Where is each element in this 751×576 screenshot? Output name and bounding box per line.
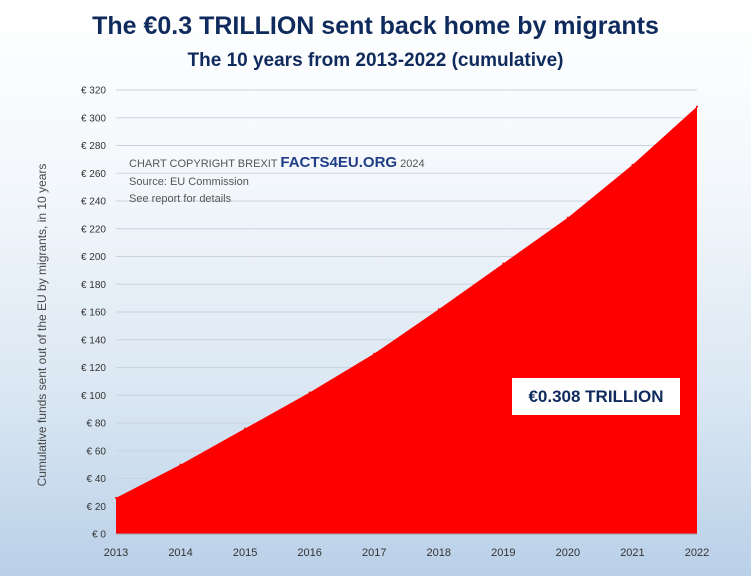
area-series [116,106,697,535]
chart-subtitle: The 10 years from 2013-2022 (cumulative) [187,50,564,71]
y-tick-label: € 200 [81,252,106,263]
y-tick-label: € 140 [81,335,106,346]
source-note: Source: EU Commission [129,176,249,188]
data-point [437,308,440,311]
y-tick-label: € 120 [81,363,106,374]
x-tick-label: 2020 [556,547,580,559]
data-point [244,427,247,430]
brand-name: FACTS4EU.ORG [280,154,398,171]
x-tick-label: 2014 [168,547,192,559]
y-tick-label: € 180 [81,280,106,291]
y-tick-label: € 100 [81,391,106,402]
y-tick-label: € 60 [87,446,107,457]
y-tick-label: € 80 [87,419,107,430]
y-tick-label: € 260 [81,169,106,180]
y-tick-label: € 220 [81,224,106,235]
x-tick-label: 2021 [620,547,644,559]
data-point [631,163,634,166]
data-point [566,216,569,219]
y-axis-label: Cumulative funds sent out of the EU by m… [35,163,49,487]
x-tick-label: 2018 [427,547,451,559]
x-tick-label: 2016 [297,547,321,559]
data-point [115,496,117,499]
report-note: See report for details [129,193,232,205]
x-tick-label: 2019 [491,547,515,559]
copyright-notice: CHART COPYRIGHT BREXIT FACTS4EU.ORG 2024 [129,154,425,171]
y-tick-label: € 0 [92,530,106,541]
x-tick-label: 2015 [233,547,257,559]
data-point [179,463,182,466]
y-tick-label: € 300 [81,113,106,124]
x-tick-label: 2013 [104,547,128,559]
total-callout: €0.308 TRILLION [512,378,680,415]
y-tick-label: € 40 [87,474,107,485]
copyright-year: 2024 [400,158,425,170]
y-tick-label: € 160 [81,308,106,319]
y-tick-label: € 280 [81,141,106,152]
x-tick-label: 2017 [362,547,386,559]
y-tick-label: € 320 [81,86,106,97]
x-tick-label: 2022 [685,547,709,559]
y-tick-label: € 20 [87,502,107,513]
data-point [502,262,505,265]
chart-title: The €0.3 TRILLION sent back home by migr… [92,12,659,40]
data-point [308,391,311,394]
copyright-prefix: CHART COPYRIGHT BREXIT [129,158,278,170]
data-point [696,105,698,108]
y-tick-label: € 240 [81,197,106,208]
data-point [373,352,376,355]
